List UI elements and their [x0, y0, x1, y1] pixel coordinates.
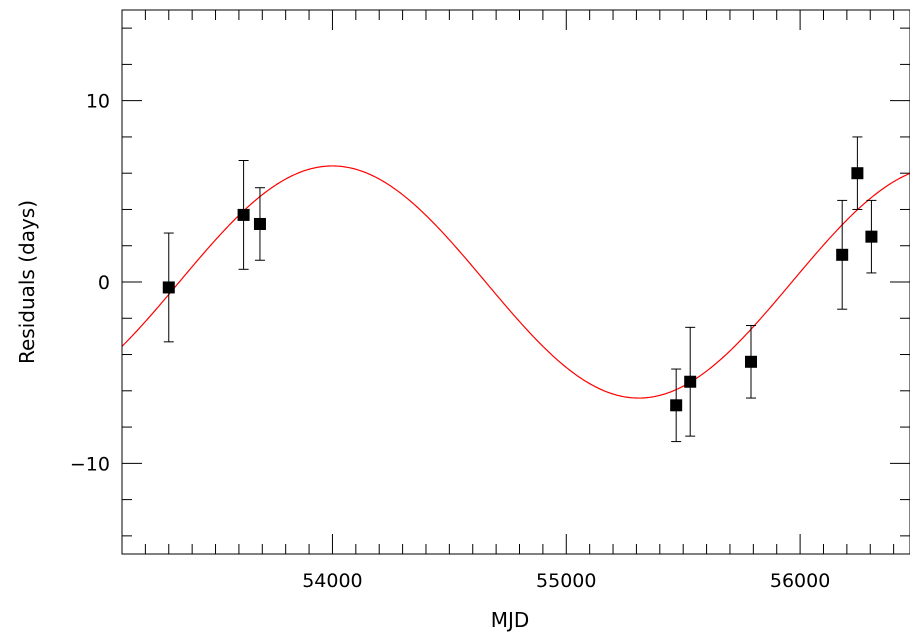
data-point [836, 199, 849, 310]
y-tick-label: −10 [70, 453, 110, 475]
plot-frame [121, 9, 910, 555]
y-tick-labels: 10 0 −10 [70, 91, 110, 476]
square-marker [162, 281, 175, 294]
data-point [237, 160, 250, 270]
square-marker [851, 167, 864, 180]
data-point [851, 136, 864, 210]
square-marker [684, 375, 697, 388]
square-marker [744, 355, 757, 368]
fit-curve [122, 165, 910, 399]
fit-curve-group [122, 165, 910, 399]
square-marker [865, 230, 878, 243]
y-tick-label: 10 [86, 91, 110, 113]
x-tick-labels: 54000 55000 56000 [302, 570, 830, 592]
x-tick-label: 54000 [302, 570, 362, 592]
y-tick-label: 0 [98, 272, 110, 294]
square-marker [670, 399, 683, 412]
data-point [684, 326, 697, 437]
data-point [162, 232, 175, 343]
data-point [253, 187, 266, 261]
square-marker [253, 217, 266, 230]
x-tick-label: 55000 [536, 570, 596, 592]
data-point [865, 199, 878, 274]
y-axis-label: Residuals (days) [15, 200, 39, 364]
data-points-group [162, 136, 878, 443]
data-point [744, 325, 757, 399]
square-marker [237, 208, 250, 221]
data-point [670, 368, 683, 443]
axis-ticks [121, 10, 910, 554]
x-tick-label: 56000 [770, 570, 830, 592]
square-marker [836, 248, 849, 261]
x-axis-label: MJD [491, 608, 530, 632]
